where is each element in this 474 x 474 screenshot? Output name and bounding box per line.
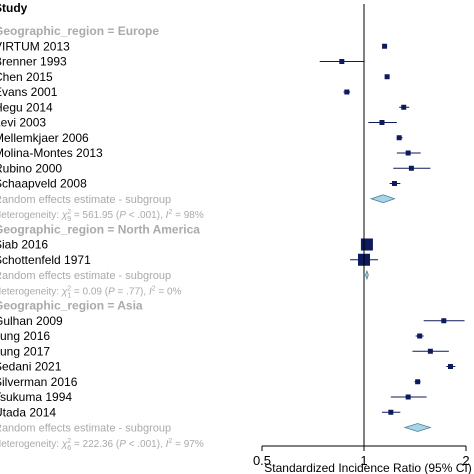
study-label: VIRTUM 2013 <box>0 39 70 53</box>
summary-diamond <box>365 269 369 281</box>
het-i-sup: 2 <box>168 438 172 445</box>
het-p-rest: = .77), <box>115 286 149 297</box>
column-header: Study <box>0 1 28 15</box>
het-chi: χ <box>61 439 68 450</box>
study-estimate-marker <box>417 333 423 339</box>
het-chi-sub: 9 <box>67 216 71 223</box>
study-estimate-marker <box>408 165 414 171</box>
het-p-rest: < .001), <box>126 439 166 450</box>
het-chi-sup: 2 <box>67 285 71 292</box>
summary-diamond <box>369 194 396 204</box>
study-estimate-marker <box>401 104 407 110</box>
het-p: P <box>119 439 126 450</box>
study-label: Brenner 1993 <box>0 55 67 69</box>
het-tail: = 98% <box>172 210 204 221</box>
study-label: Gulhan 2009 <box>0 314 63 328</box>
het-p-rest: < .001), <box>126 210 166 221</box>
study-label: Jung 2017 <box>0 344 50 358</box>
study-estimate-marker <box>344 89 350 95</box>
study-label: Mellemkjaer 2006 <box>0 131 89 145</box>
summary-label: Random effects estimate - subgroup <box>0 423 171 435</box>
heterogeneity-stats: Heterogeneity: χ62 = 222.36 (P < .001), … <box>0 438 204 452</box>
het-chi-sub: 1 <box>67 292 71 299</box>
study-estimate-marker <box>382 43 388 49</box>
het-i-sup: 2 <box>152 285 156 292</box>
study-label: Chen 2015 <box>0 70 53 84</box>
het-tail: = 0% <box>156 286 182 297</box>
het-p: P <box>119 210 126 221</box>
study-estimate-marker <box>396 135 402 141</box>
study-label: Hegu 2014 <box>0 100 53 114</box>
subgroup-header: Geographic_region = Asia <box>0 299 143 313</box>
study-label: Schottenfeld 1971 <box>0 253 91 267</box>
subgroup-header: Geographic_region = Europe <box>0 24 159 38</box>
study-label: Molina-Montes 2013 <box>0 146 103 160</box>
het-prefix: Heterogeneity: <box>0 210 62 221</box>
study-label: Jung 2016 <box>0 329 50 343</box>
x-tick-label: 1 <box>360 453 367 468</box>
study-estimate-marker <box>415 379 421 385</box>
het-p: P <box>108 286 115 297</box>
study-estimate-marker <box>384 74 390 80</box>
het-i: I <box>166 210 169 221</box>
x-tick-label: 0.5 <box>253 453 271 468</box>
study-label: Levi 2003 <box>0 116 46 130</box>
het-i: I <box>166 439 169 450</box>
het-prefix: Heterogeneity: <box>0 439 62 450</box>
study-label: Sedani 2021 <box>0 360 62 374</box>
het-prefix: Heterogeneity: <box>0 286 62 297</box>
study-estimate-marker <box>391 181 397 186</box>
heterogeneity-stats: Heterogeneity: χ12 = 0.09 (P = .77), I2 … <box>0 285 182 299</box>
het-chi: χ <box>61 210 68 221</box>
study-estimate-marker <box>427 348 433 354</box>
study-estimate-marker <box>379 120 385 125</box>
study-label: Rubino 2000 <box>0 161 62 175</box>
het-chi-sup: 2 <box>67 209 71 216</box>
x-axis-label: Standardized Incidence Ratio (95% CI) <box>264 461 471 474</box>
het-mid: = 0.09 ( <box>71 286 109 297</box>
study-label: Schaapveld 2008 <box>0 177 87 191</box>
study-estimate-marker <box>405 150 411 156</box>
study-label: Silverman 2016 <box>0 375 78 389</box>
study-estimate-marker <box>441 318 447 324</box>
study-estimate-marker <box>447 364 453 369</box>
het-chi-sup: 2 <box>67 438 71 445</box>
study-label: Tsukuma 1994 <box>0 390 72 404</box>
het-i: I <box>149 286 152 297</box>
het-i-sup: 2 <box>168 209 172 216</box>
summary-label: Random effects estimate - subgroup <box>0 194 171 206</box>
study-estimate-marker <box>405 394 411 400</box>
study-label: Siab 2016 <box>0 238 48 252</box>
het-mid: = 222.36 ( <box>71 439 120 450</box>
summary-diamond <box>403 423 432 432</box>
x-tick-label: 2 <box>462 453 469 468</box>
summary-label: Random effects estimate - subgroup <box>0 270 171 282</box>
het-chi: χ <box>61 286 68 297</box>
study-label: Utada 2014 <box>0 405 56 419</box>
study-estimate-marker <box>360 238 373 251</box>
study-estimate-marker <box>388 409 394 415</box>
het-tail: = 97% <box>172 439 204 450</box>
study-label: Evans 2001 <box>0 85 58 99</box>
het-mid: = 561.95 ( <box>71 210 120 221</box>
heterogeneity-stats: Heterogeneity: χ92 = 561.95 (P < .001), … <box>0 209 204 223</box>
study-estimate-marker <box>339 59 345 64</box>
subgroup-header: Geographic_region = North America <box>0 222 200 236</box>
het-chi-sub: 6 <box>67 445 71 452</box>
